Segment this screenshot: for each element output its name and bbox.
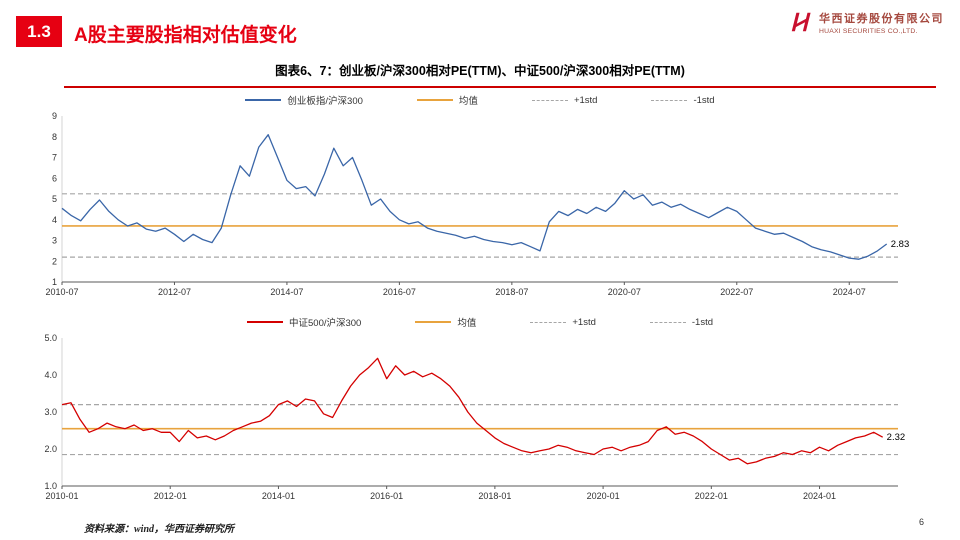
- legend-item: +1std: [530, 317, 596, 328]
- end-value-label: 2.83: [891, 239, 910, 250]
- legend-item: 均值: [415, 315, 476, 329]
- legend-item: 均值: [416, 93, 478, 107]
- chart-svg: 1.0 2.0 3.0 4.0 5.0 2010-01 2012-01 2014-01 2016…: [44, 333, 906, 501]
- y-tick-label: 5: [52, 194, 57, 204]
- legend-label: -1std: [691, 316, 713, 328]
- y-tick-label: 5.0: [44, 333, 57, 343]
- legend-item: -1std: [651, 94, 715, 106]
- legend-dashed-line-swatch: [531, 99, 568, 101]
- x-tick-label: 2012-01: [154, 491, 187, 501]
- huaxi-logo-icon: [791, 12, 811, 32]
- x-tick-label: 2022-07: [720, 287, 753, 297]
- y-tick-label: 6: [52, 173, 57, 183]
- logo-text-block: 华西证券股份有限公司 HUAXI SECURITIES CO.,LTD.: [819, 10, 944, 35]
- legend-line-swatch: [416, 99, 453, 101]
- x-tick-label: 2010-01: [45, 491, 78, 501]
- legend-item: +1std: [531, 94, 598, 106]
- legend-label: +1std: [572, 316, 596, 328]
- chart-chuangyeban-vs-hs300: 创业板指/沪深300 均值 +1std -1std 1 2 3 4 5 6 7 8 9 2010-07 2…: [28, 92, 932, 304]
- legend-item: 创业板指/沪深300: [245, 93, 363, 107]
- chart-legend: 中证500/沪深300 均值 +1std -1std: [28, 314, 932, 330]
- x-tick-label: 2016-01: [370, 491, 403, 501]
- legend-item: 中证500/沪深300: [247, 315, 361, 329]
- x-tick-label: 2014-01: [262, 491, 295, 501]
- x-tick-label: 2024-07: [833, 287, 866, 297]
- page-number: 6: [918, 517, 924, 527]
- logo-company-name-cn: 华西证券股份有限公司: [819, 12, 944, 25]
- series-line: [61, 134, 888, 260]
- x-tick-label: 2014-07: [270, 287, 303, 297]
- legend-line-swatch: [247, 321, 283, 323]
- end-value-label: 2.32: [887, 432, 906, 443]
- legend-label: 均值: [457, 318, 477, 329]
- legend-label: 创业板指/沪深300: [287, 96, 363, 107]
- legend-dashed-line-swatch: [530, 321, 567, 323]
- legend-item: -1std: [649, 316, 713, 328]
- x-tick-label: 2010-07: [45, 287, 78, 297]
- company-logo: 华西证券股份有限公司 HUAXI SECURITIES CO.,LTD.: [789, 9, 944, 35]
- legend-label: -1std: [693, 94, 715, 106]
- divider: [64, 86, 936, 88]
- logo-company-name-en: HUAXI SECURITIES CO.,LTD.: [819, 27, 918, 35]
- page-title: A股主要股指相对估值变化: [74, 25, 297, 46]
- x-tick-label: 2018-07: [495, 287, 528, 297]
- chart-svg: 1 2 3 4 5 6 7 8 9 2010-07 2012-07 2014-07 2016-07 201…: [45, 111, 910, 297]
- y-tick-label: 1.0: [44, 481, 57, 491]
- figure-title: 图表6、7：创业板/沪深300相对PE(TTM)、中证500/沪深300相对PE…: [275, 64, 685, 78]
- x-tick-label: 2020-01: [587, 491, 620, 501]
- section-number-badge: 1.3: [16, 16, 62, 47]
- legend-label: +1std: [573, 94, 598, 106]
- series-line: [61, 357, 884, 465]
- legend-label: 均值: [458, 96, 478, 107]
- y-tick-label: 9: [52, 111, 57, 121]
- chart-zz500-vs-hs300: 中证500/沪深300 均值 +1std -1std 1.0 2.0 3.0 4.0 5.0 2…: [28, 314, 932, 508]
- y-tick-label: 8: [52, 132, 57, 142]
- legend-line-swatch: [415, 321, 452, 323]
- y-tick-label: 1: [52, 277, 57, 287]
- y-tick-label: 2: [52, 256, 57, 266]
- x-tick-label: 2020-07: [608, 287, 641, 297]
- x-tick-label: 2012-07: [158, 287, 191, 297]
- legend-dashed-line-swatch: [649, 321, 686, 323]
- legend-dashed-line-swatch: [651, 99, 688, 101]
- y-tick-label: 3: [52, 236, 57, 246]
- x-tick-label: 2022-01: [695, 491, 728, 501]
- x-tick-label: 2016-07: [383, 287, 416, 297]
- y-tick-label: 4.0: [44, 370, 57, 380]
- y-tick-label: 7: [52, 153, 57, 163]
- x-tick-label: 2024-01: [803, 491, 836, 501]
- y-tick-label: 2.0: [44, 444, 57, 454]
- x-tick-label: 2018-01: [478, 491, 511, 501]
- y-tick-label: 3.0: [44, 407, 57, 417]
- y-tick-label: 4: [52, 215, 57, 225]
- source-note: 资料来源：wind，华西证券研究所: [84, 524, 235, 535]
- legend-line-swatch: [245, 99, 282, 101]
- legend-label: 中证500/沪深300: [289, 318, 362, 329]
- chart-legend: 创业板指/沪深300 均值 +1std -1std: [28, 92, 932, 108]
